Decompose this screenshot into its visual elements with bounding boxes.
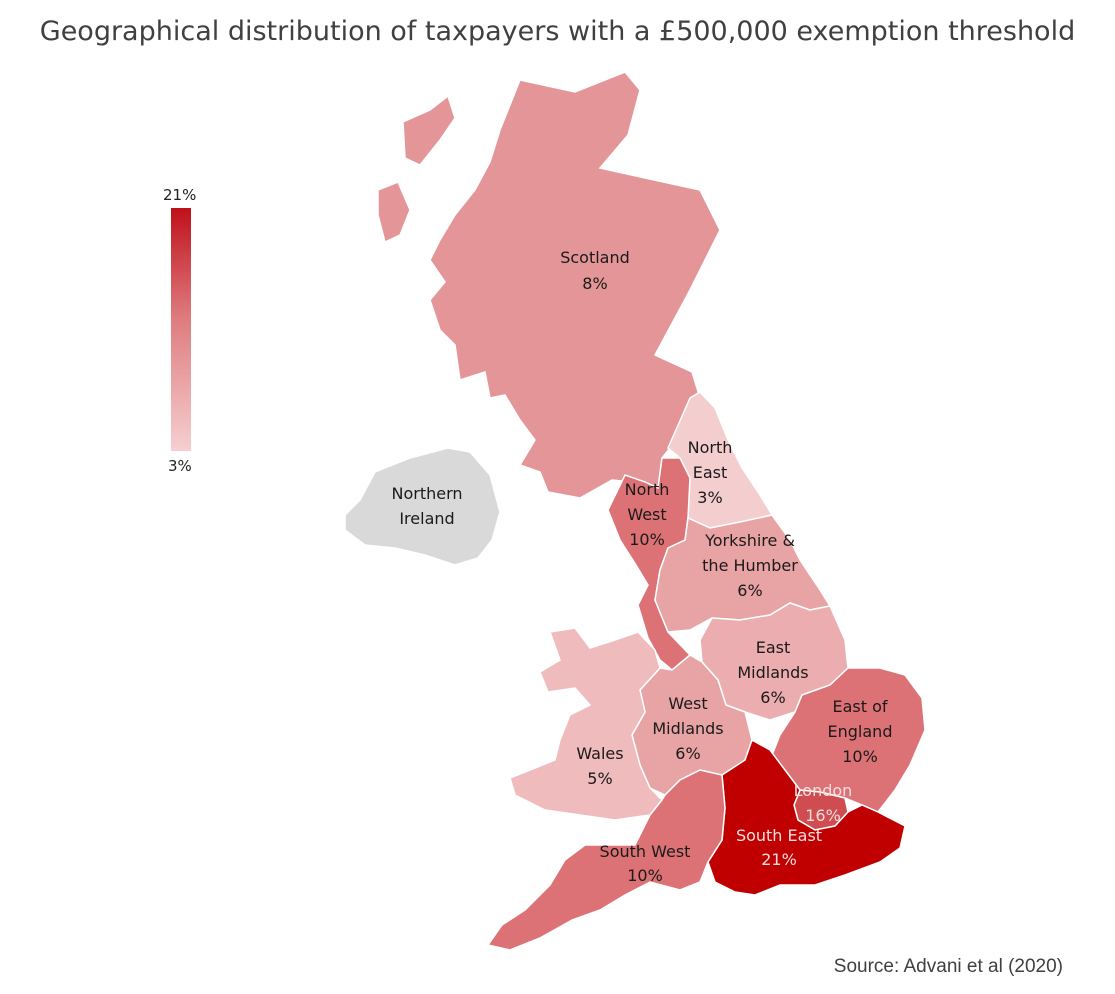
label-south-east-value: 21% xyxy=(761,850,797,869)
region-scotland-skye xyxy=(377,181,411,244)
label-london-name: London xyxy=(794,781,853,800)
region-south-west[interactable] xyxy=(486,769,726,951)
label-east-midlands-value: 6% xyxy=(760,688,785,707)
source-note: Source: Advani et al (2020) xyxy=(833,956,1063,977)
legend-min-label: 3% xyxy=(168,457,192,475)
label-yorkshire-value: 6% xyxy=(737,581,762,600)
label-south-east-name: South East xyxy=(736,826,822,845)
region-scotland-islands xyxy=(402,94,456,166)
region-south-east[interactable] xyxy=(707,738,906,896)
label-east-midlands-line1: East xyxy=(756,638,791,657)
map-title: Geographical distribution of taxpayers w… xyxy=(39,16,1076,47)
label-wales-value: 5% xyxy=(587,769,612,788)
label-north-east-line2: East xyxy=(693,463,728,482)
label-yorkshire-line2: the Humber xyxy=(702,556,798,575)
label-north-west-value: 10% xyxy=(629,530,665,549)
label-east-of-england-line2: England xyxy=(828,722,893,741)
label-west-midlands-line1: West xyxy=(668,694,707,713)
label-south-west-value: 10% xyxy=(627,866,663,885)
region-scotland[interactable] xyxy=(429,71,721,499)
label-yorkshire-line1: Yorkshire & xyxy=(704,531,795,550)
label-north-west-line1: North xyxy=(625,480,670,499)
region-wales[interactable] xyxy=(509,627,664,821)
legend-max-label: 21% xyxy=(163,186,197,204)
label-scotland-value: 8% xyxy=(582,274,607,293)
label-scotland-name: Scotland xyxy=(560,248,630,267)
label-wales-name: Wales xyxy=(576,744,623,763)
label-north-east-value: 3% xyxy=(697,488,722,507)
region-northern-ireland[interactable] xyxy=(344,447,501,566)
label-east-midlands-line2: Midlands xyxy=(737,663,808,682)
label-east-of-england-line1: East of xyxy=(832,697,887,716)
label-northern-ireland-line1: Northern xyxy=(391,484,462,503)
label-north-east-line1: North xyxy=(688,438,733,457)
label-east-of-england-value: 10% xyxy=(842,747,878,766)
label-london-value: 16% xyxy=(805,806,841,825)
label-south-west-name: South West xyxy=(600,842,691,861)
label-northern-ireland-line2: Ireland xyxy=(399,509,454,528)
label-north-west-line2: West xyxy=(627,505,666,524)
label-west-midlands-value: 6% xyxy=(675,744,700,763)
legend-color-bar xyxy=(171,208,191,451)
label-west-midlands-line2: Midlands xyxy=(652,719,723,738)
